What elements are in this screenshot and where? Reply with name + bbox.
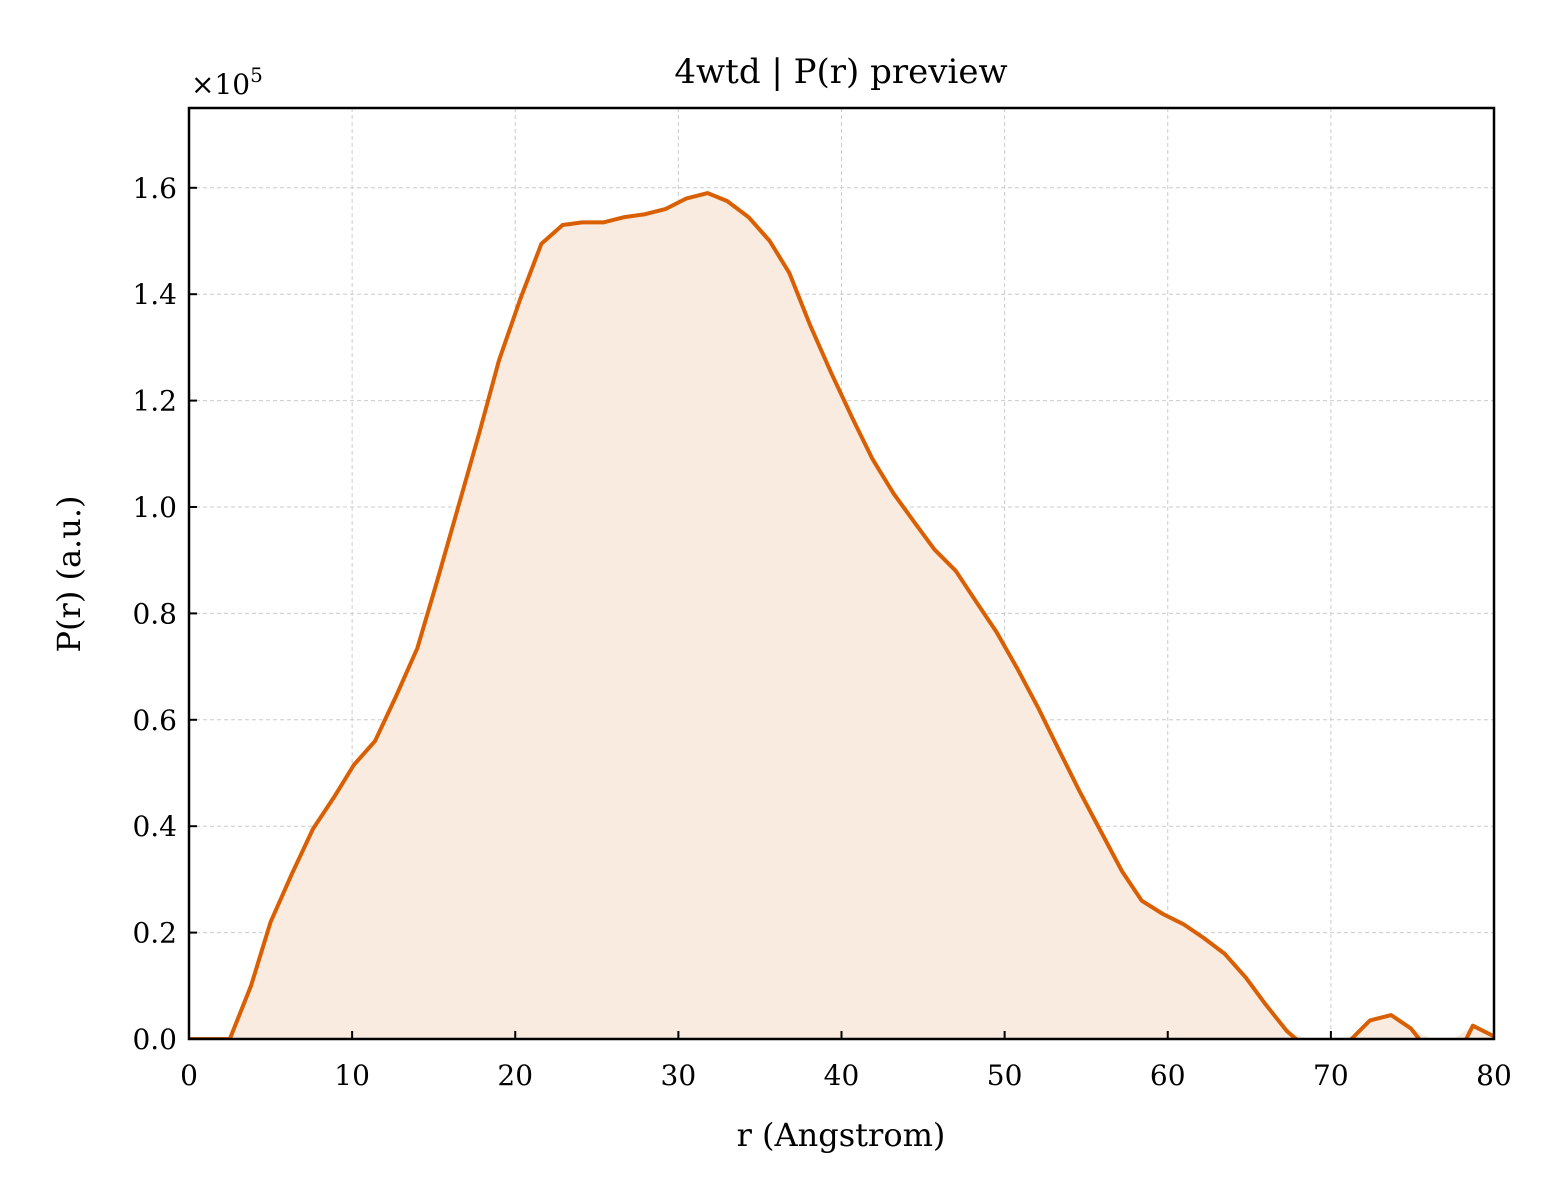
y-axis-label: P(r) (a.u.) — [50, 496, 88, 653]
y-tick-label: 0.6 — [132, 704, 177, 737]
x-axis-label: r (Angstrom) — [737, 1116, 946, 1154]
plot-frame — [187, 106, 1496, 1041]
tick-labels: 0 10 20 30 40 50 60 70 80 0.0 0.2 0.4 0.6 0.8 1.0 1.2 1.… — [132, 172, 1511, 1092]
x-tick-label: 20 — [497, 1059, 533, 1092]
y-tick-label: 1.0 — [132, 491, 177, 524]
x-tick-label: 10 — [334, 1059, 370, 1092]
y-axis-multiplier-exponent: 5 — [250, 63, 263, 87]
y-axis-multiplier: ×105 — [191, 63, 263, 101]
y-tick-label: 0.8 — [132, 597, 177, 630]
x-tick-label: 30 — [661, 1059, 697, 1092]
x-tick-label: 80 — [1476, 1059, 1512, 1092]
y-tick-label: 1.6 — [132, 172, 177, 205]
y-axis-multiplier-base: ×10 — [191, 68, 250, 101]
series-area-fill — [189, 193, 1494, 1039]
x-tick-label: 0 — [180, 1059, 198, 1092]
x-tick-label: 40 — [824, 1059, 860, 1092]
series-line — [189, 191, 1494, 1039]
x-tick-label: 50 — [987, 1059, 1023, 1092]
x-tick-label: 70 — [1313, 1059, 1349, 1092]
y-tick-label: 0.0 — [132, 1023, 177, 1056]
y-tick-label: 0.4 — [132, 810, 177, 843]
y-tick-label: 1.4 — [132, 278, 177, 311]
y-tick-label: 1.2 — [132, 385, 177, 418]
chart-title: 4wtd | P(r) preview — [674, 52, 1007, 92]
y-tick-label: 0.2 — [132, 917, 177, 950]
x-tick-label: 60 — [1150, 1059, 1186, 1092]
